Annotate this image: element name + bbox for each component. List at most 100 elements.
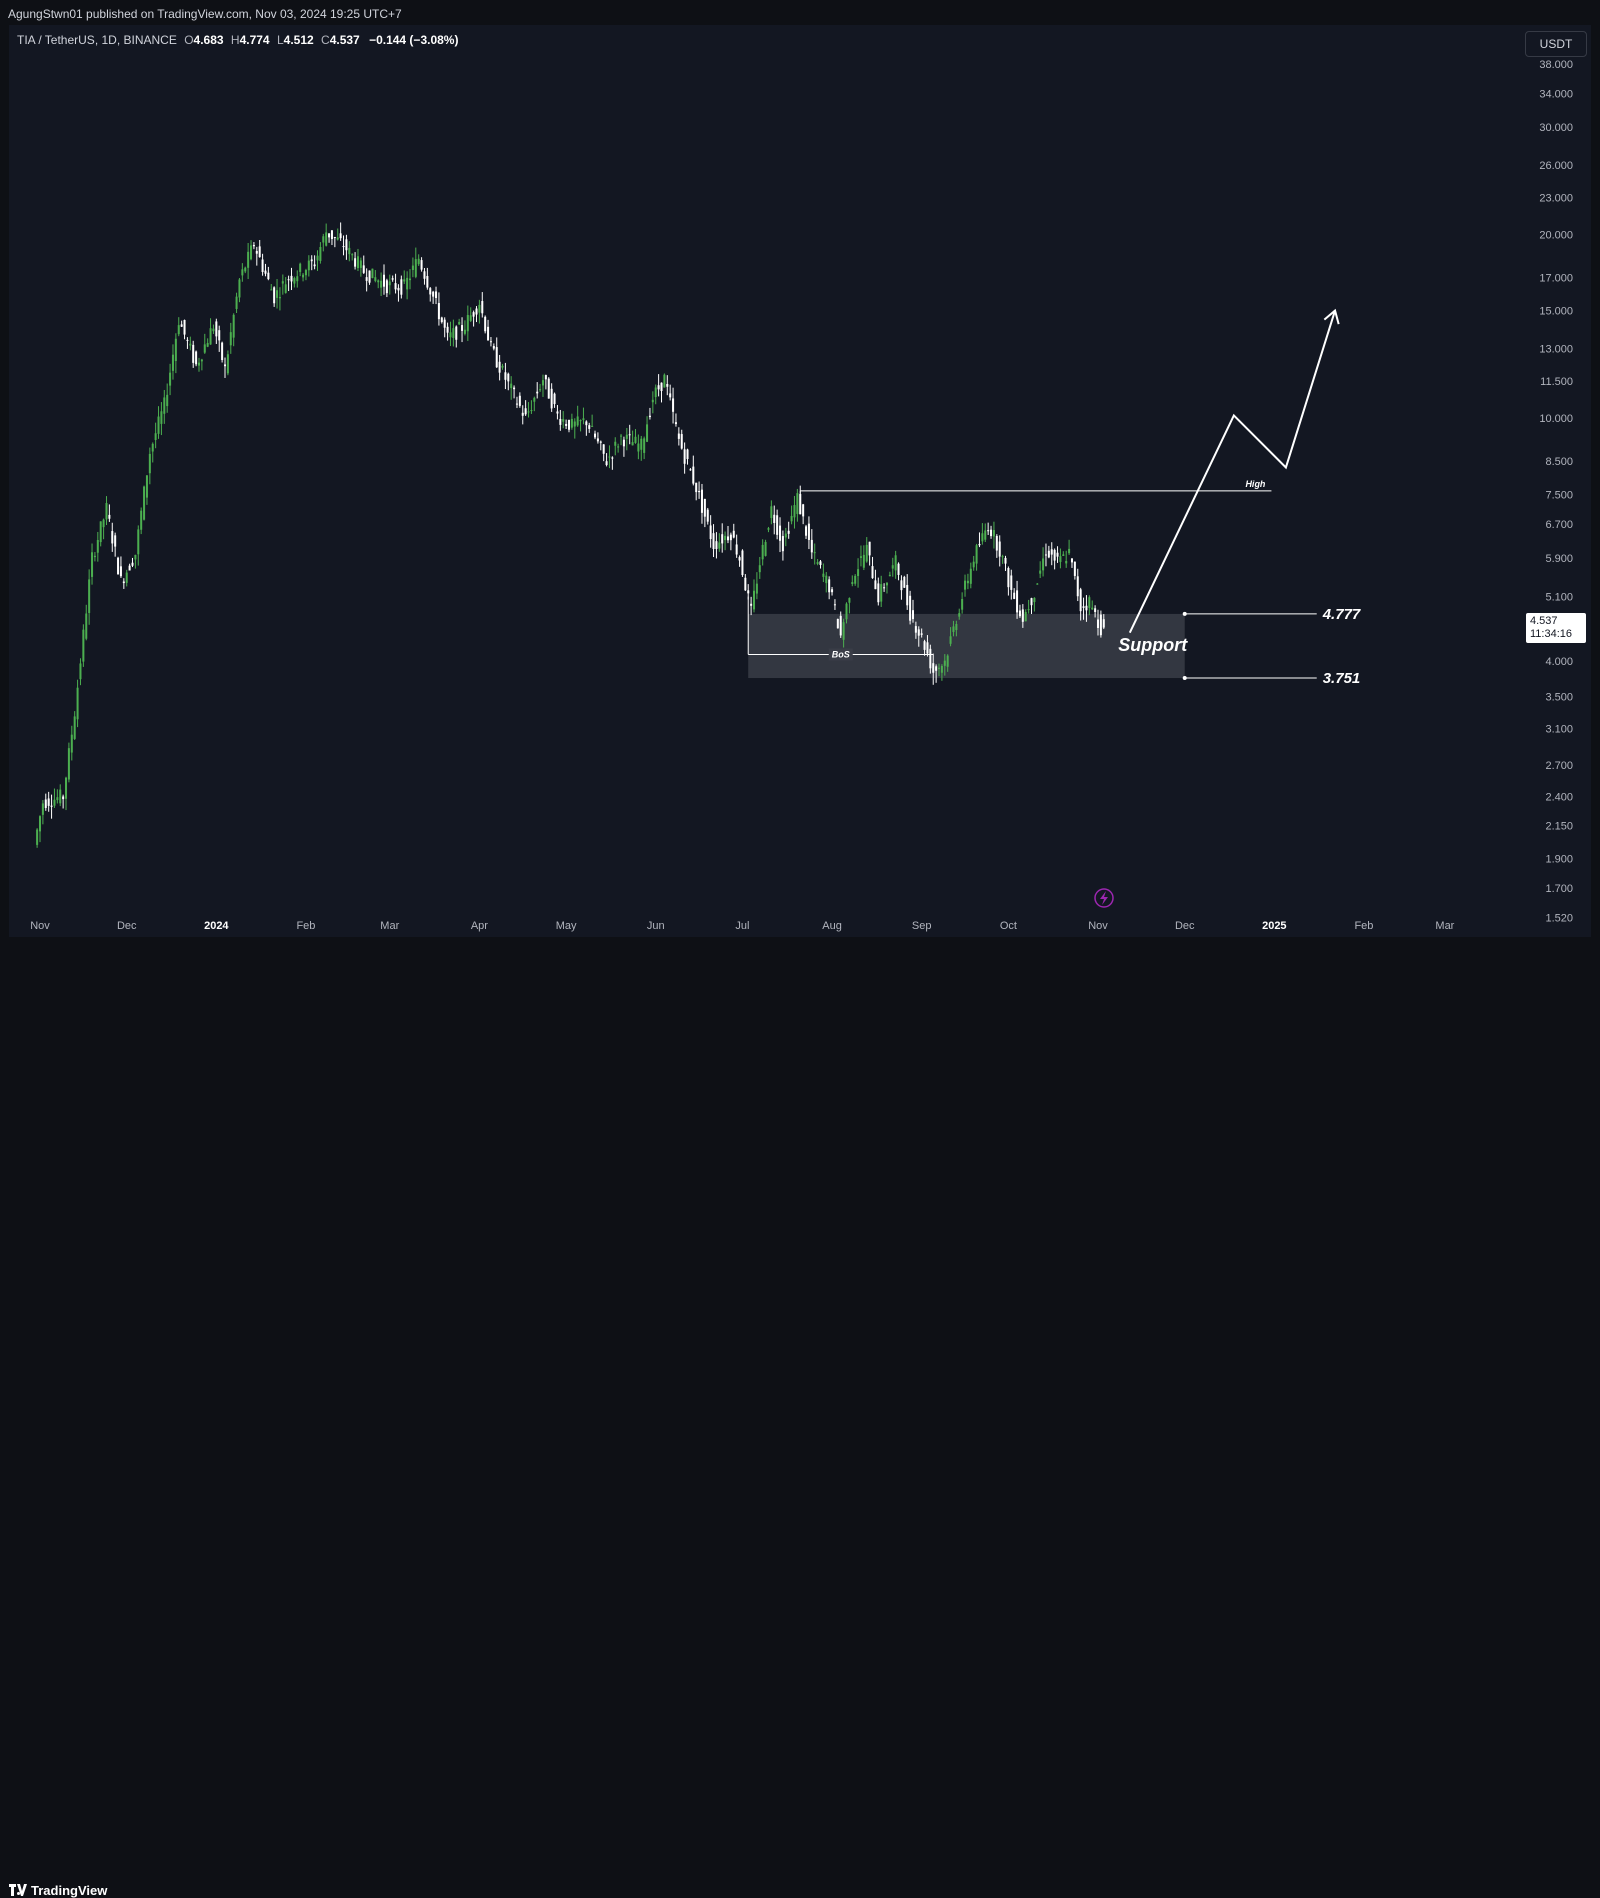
candle — [148, 447, 151, 485]
candle-body — [758, 565, 761, 573]
candle-body — [85, 613, 88, 639]
candle-body — [1010, 575, 1013, 590]
candle-body — [981, 533, 984, 542]
candle-body — [186, 339, 189, 341]
candle — [495, 337, 498, 369]
candle — [588, 422, 591, 433]
candle-body — [50, 805, 53, 807]
candle-body — [1094, 608, 1097, 612]
candle — [611, 456, 614, 470]
candle-body — [102, 519, 105, 528]
candle — [88, 569, 91, 625]
candle-body — [362, 265, 365, 273]
candle-body — [79, 663, 82, 680]
candle-body — [877, 583, 880, 603]
candle — [703, 498, 706, 528]
candle-body — [747, 590, 750, 594]
candle-body — [1079, 589, 1082, 612]
price-tick-label: 26.000 — [1539, 160, 1573, 172]
candle-body — [1007, 568, 1010, 588]
candle — [356, 248, 359, 272]
candle — [969, 562, 972, 589]
candle — [680, 429, 683, 450]
candle-body — [1082, 606, 1085, 608]
currency-button[interactable]: USDT — [1525, 31, 1587, 57]
candle — [73, 711, 76, 741]
high-value: 4.774 — [239, 33, 270, 47]
candle — [868, 541, 871, 566]
candle-body — [140, 510, 143, 530]
candle — [802, 503, 805, 525]
candle-body — [333, 237, 336, 239]
candle — [926, 635, 929, 657]
bar-countdown: 11:34:16 — [1530, 628, 1573, 640]
candle — [909, 590, 912, 625]
candle — [715, 532, 718, 559]
candle-body — [885, 582, 888, 586]
symbol-name[interactable]: TIA / TetherUS, 1D, BINANCE — [17, 33, 177, 47]
candle — [646, 416, 649, 443]
candle-body — [735, 544, 738, 555]
symbol-legend: TIA / TetherUS, 1D, BINANCE O4.683 H4.77… — [17, 33, 458, 47]
candle-body — [741, 550, 744, 576]
candle-body — [73, 716, 76, 739]
candle — [487, 319, 490, 341]
candle — [192, 340, 195, 368]
candle — [252, 242, 255, 250]
candle-body — [640, 438, 643, 450]
price-tick-label: 11.500 — [1540, 376, 1573, 388]
chart-area[interactable] — [9, 25, 1591, 937]
projection-path[interactable] — [1128, 310, 1336, 634]
candle-body — [157, 416, 160, 434]
candle-body — [356, 256, 359, 269]
candle-body — [359, 260, 362, 268]
candle — [247, 242, 250, 280]
candle — [223, 357, 227, 378]
candle-body — [437, 303, 440, 320]
candle-body — [764, 541, 767, 556]
candle-body — [576, 416, 579, 426]
candle-body — [755, 583, 758, 594]
candle — [206, 338, 209, 348]
candle-body — [646, 424, 649, 442]
price-tick-label: 10.000 — [1539, 413, 1573, 425]
candle-body — [131, 562, 134, 566]
candle-body — [1091, 607, 1094, 610]
tradingview-logo[interactable]: TradingView — [9, 1883, 107, 1898]
candle — [565, 419, 568, 430]
candle — [848, 597, 851, 614]
candle-body — [365, 277, 368, 281]
candle — [1021, 604, 1024, 628]
candle — [877, 577, 880, 606]
candle — [894, 550, 897, 579]
time-tick-label: Apr — [471, 920, 488, 932]
candle — [900, 575, 903, 600]
candle-body — [660, 382, 663, 392]
candle — [238, 277, 241, 303]
support-bottom-label: 3.751 — [1323, 670, 1361, 687]
candle-body — [195, 351, 198, 365]
candle-body — [336, 237, 339, 240]
candle-body — [897, 563, 900, 575]
time-axis[interactable]: Nov Dec 2024 Feb Mar Apr May Jun Jul Aug Sep Oct Nov… — [30, 920, 1454, 932]
candle-body — [125, 572, 128, 583]
candle-body — [143, 486, 146, 520]
candle — [93, 551, 96, 562]
candle-body — [408, 278, 412, 281]
candle-body — [634, 436, 637, 443]
candle-body — [166, 394, 169, 407]
candle — [354, 252, 357, 270]
candle-body — [937, 667, 941, 669]
candle-body — [1065, 560, 1068, 564]
candle-body — [498, 361, 501, 373]
high-label: H — [230, 33, 240, 47]
price-axis[interactable]: 38.000 34.000 30.000 26.000 23.000 20.000 17.0… — [1539, 59, 1573, 924]
candle-body — [446, 326, 449, 333]
event-icon[interactable] — [1094, 888, 1114, 908]
support-zone[interactable] — [748, 613, 1185, 679]
candle-body — [865, 544, 868, 562]
candle — [738, 555, 741, 567]
candle — [1062, 551, 1065, 556]
candle-body — [212, 328, 215, 332]
candle — [1004, 555, 1007, 571]
